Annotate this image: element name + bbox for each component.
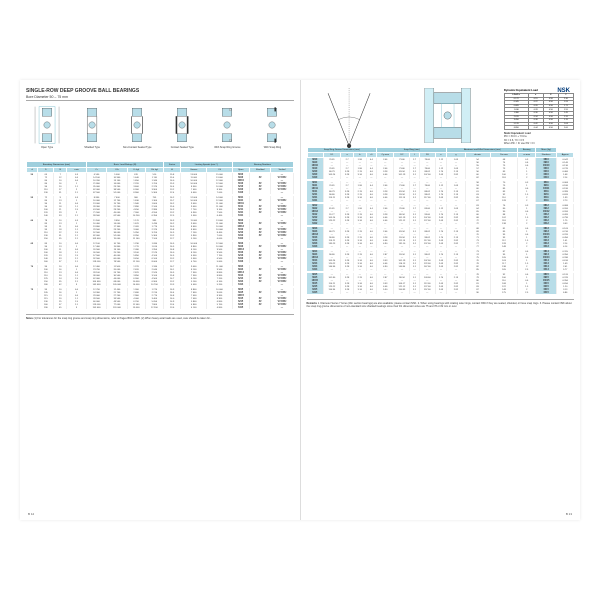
page-title: SINGLE-ROW DEEP GROOVE BALL BEARINGS — [26, 88, 294, 94]
right-notes: Remarks 1. Diameter Series 7 bores (thin… — [307, 299, 575, 309]
bearing-diagrams: Open Type Shielded Type — [26, 105, 294, 155]
bearing-icon — [26, 105, 68, 145]
nsk-logo: NSK — [557, 88, 570, 94]
diagram-contact: Contact Sealed Type — [161, 105, 203, 155]
angle-diagram-icon — [307, 88, 391, 151]
table-row: 190453153 000120 00015 60012 20013.64 10… — [27, 306, 294, 309]
diagram-noncontact: Non-Contact Sealed Type — [116, 105, 158, 155]
bearing-icon — [251, 105, 293, 145]
diagram-shielded: Shielded Type — [71, 105, 113, 155]
bearing-icon — [116, 105, 158, 145]
table-row: 150352.1109 00070 00011 1007 10012.75 10… — [27, 237, 294, 240]
table-row: 180423143 000105 00014 60010 70013.34 40… — [27, 283, 294, 286]
right-page: NSK — [301, 80, 581, 520]
diagram-snapgroove: With Snap Ring Groove — [206, 105, 248, 155]
bearing-icon — [71, 105, 113, 145]
page-number: B 13 — [566, 512, 572, 516]
table-row: 130312.187 50052 0008 9005 30012.46 0007… — [27, 191, 294, 194]
bearing-icon — [161, 105, 203, 145]
diagram-open: Open Type — [26, 105, 68, 155]
right-diagrams: Dynamic Equivalent Load f₀Fa/C₀reXY 0.17… — [307, 88, 575, 143]
abutment-diagram-icon — [395, 88, 500, 143]
left-data-table: Boundary Dimensions (mm) Basic Load Rati… — [26, 161, 294, 311]
table-row: 6412——————————72138264123.43 — [307, 222, 574, 225]
subtitle: Bore Diameter 50 – 75 mm — [26, 95, 294, 101]
left-page: SINGLE-ROW DEEP GROOVE BALL BEARINGS Bor… — [20, 80, 301, 520]
table-row: 6410——————————62118264102.14 — [307, 176, 574, 179]
table-row: 6415——————————901752.564156.86 — [307, 291, 574, 294]
diagram-snapring: With Snap Ring — [251, 105, 293, 155]
table-row: 6413——————————77148264134.14 — [307, 245, 574, 248]
table-row: 140332.199 50062 50010 2006 35012.55 500… — [27, 214, 294, 217]
load-table: Dynamic Equivalent Load f₀Fa/C₀reXY 0.17… — [504, 88, 574, 143]
left-notes: Notes (1) For tolerances for the snap ri… — [26, 314, 294, 320]
table-row: 6411——————————67128264112.73 — [307, 199, 574, 202]
table-row: 160372.1119 00078 50012 1008 00012.74 70… — [27, 260, 294, 263]
formula: Static Equivalent Load P0r = X0·Fr + Y0·… — [504, 132, 574, 146]
table-row: 6414——————————851652.564145.77 — [307, 268, 574, 271]
bearing-icon — [206, 105, 248, 145]
right-data-table: Snap Ring Groove Dimensions (mm) Snap Ri… — [307, 147, 575, 296]
page-number: B 12 — [28, 512, 34, 516]
